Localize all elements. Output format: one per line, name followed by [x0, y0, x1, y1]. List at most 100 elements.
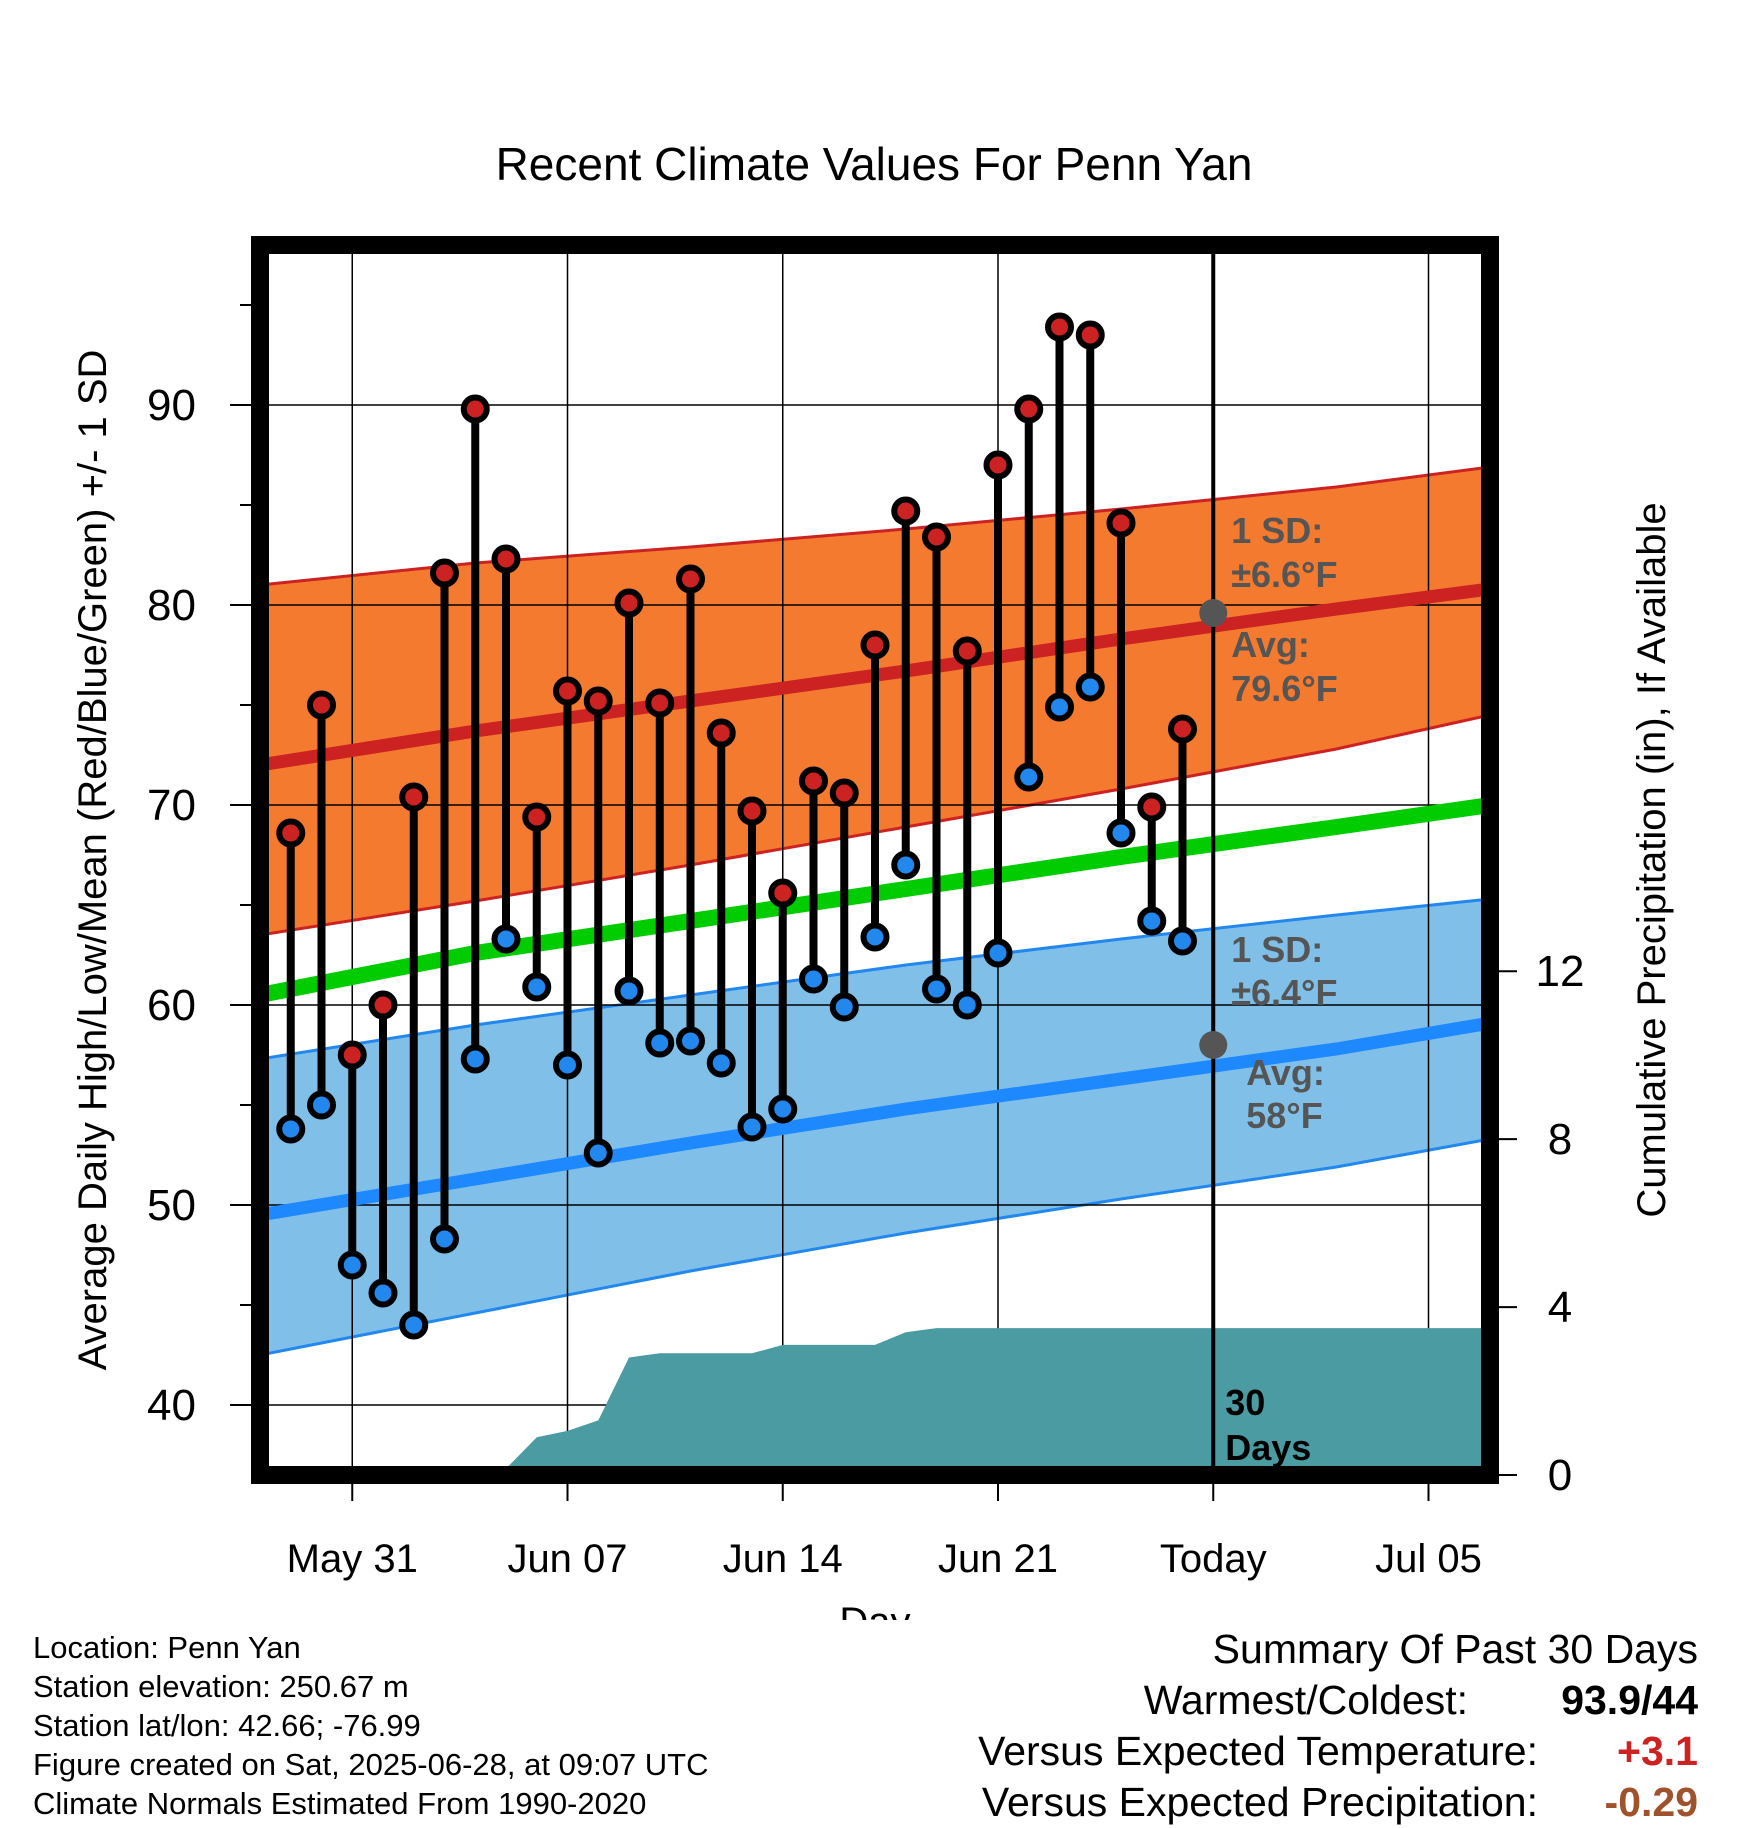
y-tick-label: 60 [147, 981, 196, 1030]
low-point [614, 976, 644, 1006]
y-tick-label: 50 [147, 1181, 196, 1230]
low-point [676, 1026, 705, 1056]
low-point [1014, 762, 1044, 792]
high-point [583, 686, 613, 716]
x-tick-label: Jun 14 [723, 1537, 843, 1581]
low-point [983, 938, 1013, 968]
high-point [983, 450, 1013, 480]
today-days-number: 30 [1225, 1382, 1265, 1423]
high-point [952, 636, 982, 666]
low-point [337, 1250, 367, 1280]
low-point [276, 1114, 306, 1144]
high-avg-label: Avg: [1231, 624, 1310, 665]
low-avg-today-dot [1199, 1031, 1228, 1059]
low-point [1168, 926, 1197, 956]
y2-tick-label: 4 [1548, 1283, 1572, 1332]
plot-frame [251, 236, 1499, 1484]
y-tick-label: 70 [147, 781, 196, 830]
high-point [1075, 320, 1105, 350]
precip-area-layer [260, 1328, 1490, 1475]
summary-title: Summary Of Past 30 Days [1212, 1626, 1698, 1672]
low-point [368, 1278, 398, 1308]
high-point [522, 802, 552, 832]
low-avg-value: 58°F [1246, 1095, 1322, 1136]
low-point [952, 990, 982, 1020]
high-point [276, 818, 306, 848]
low-point [706, 1048, 736, 1078]
low-sd-value: ±6.4°F [1231, 972, 1337, 1013]
y2-tick-label: 12 [1536, 947, 1585, 996]
elevation-text: Station elevation: 250.67 m [33, 1669, 409, 1704]
chart-title: Recent Climate Values For Penn Yan [496, 138, 1253, 190]
y-tick-label: 40 [147, 1381, 196, 1430]
low-point [922, 974, 951, 1004]
climate-chart: Recent Climate Values For Penn Yan 30Day… [71, 138, 1674, 1620]
daily-bars [276, 312, 1197, 1340]
high-point [430, 558, 459, 588]
low-point [307, 1090, 336, 1120]
precip-area [260, 1328, 1490, 1475]
high-point [829, 778, 859, 808]
location-text: Location: Penn Yan [33, 1630, 301, 1665]
low-point [1106, 818, 1136, 848]
low-point [522, 972, 552, 1002]
high-sd-label: 1 SD: [1231, 510, 1323, 551]
precip-departure-label: Versus Expected Precipitation: [981, 1779, 1538, 1825]
low-point [430, 1224, 459, 1254]
low-point [768, 1094, 798, 1124]
normals-text: Climate Normals Estimated From 1990-2020 [33, 1786, 647, 1821]
low-sd-label: 1 SD: [1231, 929, 1323, 970]
low-point [491, 924, 521, 954]
temp-departure-label: Versus Expected Temperature: [978, 1728, 1538, 1774]
high-point [614, 588, 644, 618]
high-point [922, 522, 951, 552]
warmest-value: 93.9/44 [1561, 1677, 1698, 1723]
low-avg-label: Avg: [1246, 1052, 1325, 1093]
high-point [1045, 312, 1074, 342]
today-days-label: Days [1225, 1427, 1311, 1468]
high-point [307, 690, 336, 720]
low-point [1045, 692, 1074, 722]
low-point [737, 1112, 767, 1142]
precip-departure-value: -0.29 [1604, 1779, 1698, 1825]
summary-panel: Summary Of Past 30 Days Warmest/Coldest:… [978, 1624, 1698, 1828]
temp-departure-value: +3.1 [1617, 1728, 1698, 1774]
high-point [1014, 394, 1044, 424]
low-point [1137, 906, 1167, 936]
x-tick-label: Jun 07 [507, 1537, 627, 1581]
low-point [799, 964, 828, 994]
high-point [399, 782, 429, 812]
x-tick-label: Today [1160, 1537, 1267, 1581]
latlon-text: Station lat/lon: 42.66; -76.99 [33, 1708, 421, 1743]
station-info: Location: Penn Yan Station elevation: 25… [33, 1628, 709, 1823]
high-point [553, 676, 582, 706]
y2-tick-label: 8 [1548, 1115, 1572, 1164]
high-point [768, 878, 798, 908]
x-tick-label: Jun 21 [938, 1537, 1058, 1581]
low-point [860, 922, 890, 952]
high-point [676, 564, 705, 594]
high-point [1137, 792, 1167, 822]
y-tick-label: 90 [147, 381, 196, 430]
y2-tick-label: 0 [1548, 1451, 1572, 1500]
high-point [891, 496, 921, 526]
x-axis-label: Day [839, 1600, 910, 1620]
low-point [645, 1028, 675, 1058]
low-point [553, 1050, 582, 1080]
high-sd-value: ±6.6°F [1231, 554, 1337, 595]
low-point [1075, 672, 1105, 702]
high-point [460, 394, 490, 424]
low-band-lower-edge [260, 1137, 1490, 1357]
high-point [368, 990, 398, 1020]
high-point [737, 796, 767, 826]
high-point [645, 688, 675, 718]
low-point [399, 1310, 429, 1340]
x-tick-label: Jul 05 [1375, 1537, 1482, 1581]
high-point [706, 718, 736, 748]
low-point [460, 1044, 490, 1074]
high-point [799, 766, 828, 796]
high-avg-today-dot [1199, 599, 1228, 627]
high-point [1106, 508, 1136, 538]
